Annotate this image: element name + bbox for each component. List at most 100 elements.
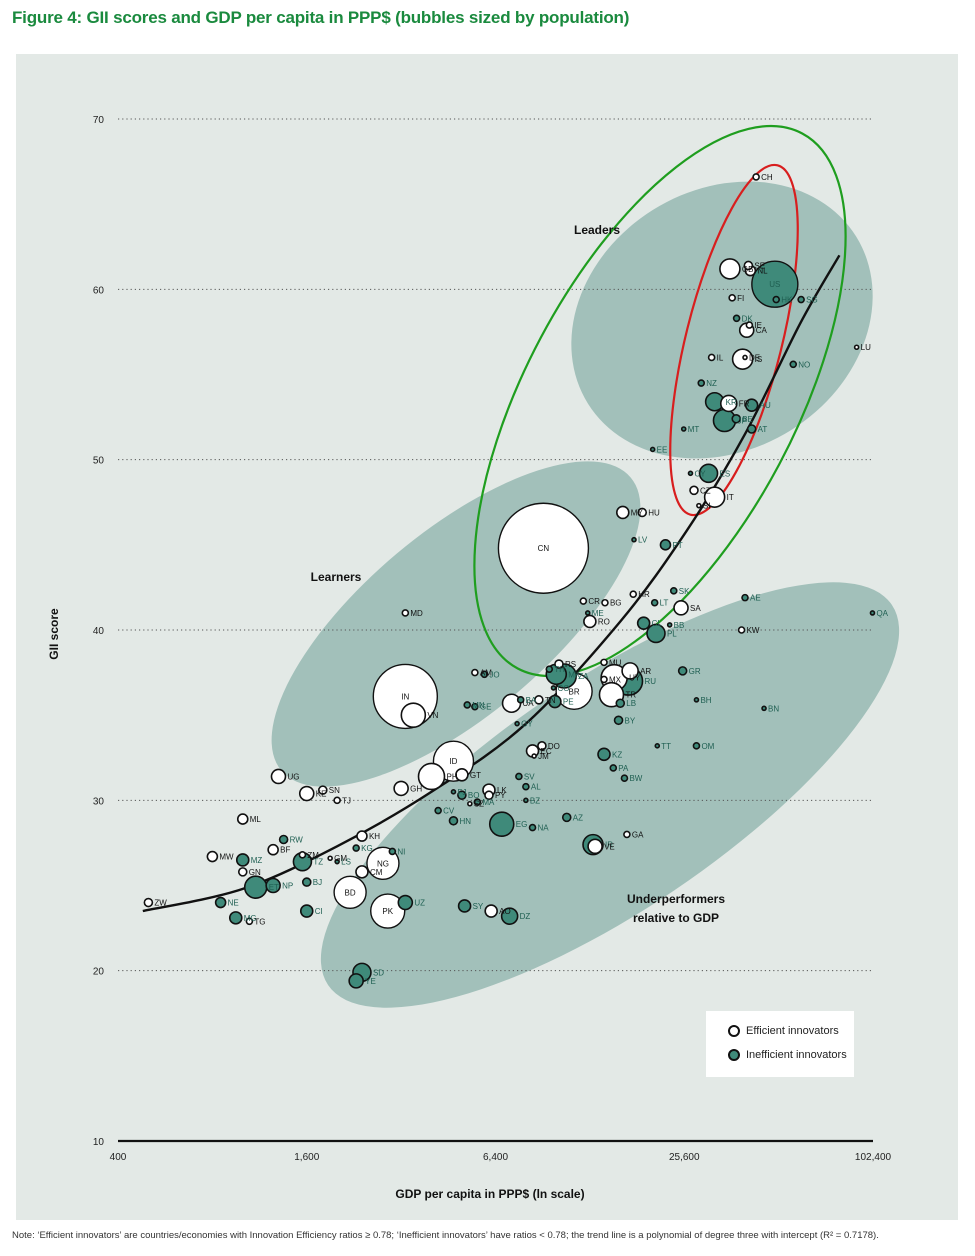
point-ma: [473, 798, 482, 806]
point-th: [545, 665, 554, 673]
point-label-at: AT: [758, 425, 768, 434]
x-axis: 400 1,600 6,400 25,600 102,400: [110, 1139, 892, 1163]
point-eg: [488, 811, 515, 837]
point-label-zw: ZW: [154, 899, 167, 908]
point-np: [265, 877, 281, 894]
point-kz: [597, 747, 611, 762]
point-sk: [669, 587, 678, 595]
point-label-gh: GH: [410, 784, 422, 793]
red-ellipse: [669, 163, 799, 517]
point-label-ls: LS: [341, 858, 351, 867]
legend-inefficient-marker: [728, 1049, 740, 1062]
point-label-hk: HK: [781, 296, 793, 305]
point-label-cz: CZ: [700, 486, 711, 495]
point-tt: [654, 743, 661, 749]
point-is: [731, 348, 754, 370]
point-label-fj: FJ: [457, 788, 466, 797]
point-label-qa: QA: [876, 609, 888, 618]
point-label-ph: PH: [447, 772, 458, 781]
point-lb: [615, 698, 626, 709]
point-label-ug: UG: [287, 772, 299, 781]
point-lu: [853, 344, 860, 351]
highlight-ellipses: [473, 124, 847, 678]
point-jm: [531, 753, 537, 759]
point-label-sg: SG: [806, 296, 818, 305]
point-label-ae: AE: [750, 594, 761, 603]
point-pl: [646, 623, 666, 644]
point-label-il: IL: [717, 353, 724, 362]
cluster-label-group: Leaders Learners Underperformers relative…: [311, 223, 726, 925]
point-label-kz: KZ: [612, 750, 622, 759]
cluster-label-leaders: Leaders: [574, 223, 620, 237]
point-bw: [620, 774, 629, 782]
point-label-al: AL: [531, 783, 541, 792]
point-do: [537, 741, 547, 751]
point-gm: [327, 855, 333, 862]
point-ga: [623, 830, 631, 839]
point-label-ga: GA: [632, 830, 644, 839]
point-bh: [693, 697, 700, 703]
point-label-th: TH: [554, 665, 565, 674]
point-label-mu: MU: [609, 658, 622, 667]
cluster-label-underperformers: Underperformers relative to GDP: [627, 892, 725, 925]
point-label-rw: RW: [290, 836, 304, 845]
point-us: [751, 260, 799, 308]
point-gr: [677, 666, 688, 676]
point-ke: [298, 785, 315, 802]
point-label-lk: LK: [497, 786, 507, 795]
point-label-ec: EC: [541, 747, 552, 756]
point-me: [584, 610, 591, 616]
point-label-bg: BG: [610, 599, 622, 608]
cluster-label-underperformers-line-2: relative to GDP: [633, 911, 719, 925]
point-label-hn: HN: [459, 817, 471, 826]
legend-efficient-label: Efficient innovators: [746, 1025, 839, 1037]
point-kg: [352, 844, 360, 852]
point-cv: [434, 806, 442, 815]
point-label-si: SI: [703, 502, 711, 511]
point-pt: [659, 539, 672, 551]
point-label-jo: JO: [489, 670, 499, 679]
y-axis-label: GII score: [47, 608, 61, 660]
point-label-ve: VE: [604, 842, 615, 851]
point-label-sv: SV: [524, 772, 535, 781]
point-dk: [732, 314, 741, 323]
point-ee: [649, 446, 656, 453]
point-label-gy: GY: [521, 720, 533, 729]
legend-item-inefficient: Inefficient innovators: [728, 1049, 847, 1062]
point-label-pt: PT: [672, 541, 682, 550]
point-sa: [673, 600, 689, 616]
point-tj: [333, 796, 341, 805]
point-label-mx: MX: [609, 675, 622, 684]
point-ua: [501, 693, 522, 714]
x-tick-label-6400: 6,400: [483, 1152, 508, 1163]
y-tick-label-40: 40: [93, 626, 105, 637]
point-label-ru: RU: [645, 677, 657, 686]
point-mn: [463, 701, 472, 709]
point-ao: [484, 904, 498, 918]
point-label-gt: GT: [470, 771, 481, 780]
point-bz: [523, 797, 529, 804]
point-label-bw: BW: [629, 774, 642, 783]
point-label-jp: JP: [737, 416, 746, 425]
point-label-pk: PK: [382, 907, 393, 916]
point-label-za: ZA: [578, 672, 589, 681]
point-ve: [587, 838, 603, 855]
point-label-sa: SA: [690, 604, 701, 613]
point-ae: [741, 593, 749, 602]
point-ls: [334, 858, 340, 865]
point-pa: [609, 764, 618, 772]
green-ellipse: [473, 124, 847, 678]
point-label-ci: CI: [315, 907, 323, 916]
point-ro: [583, 614, 597, 629]
point-fj: [450, 789, 457, 795]
point-label-in: IN: [401, 692, 409, 701]
point-cz: [689, 485, 699, 496]
y-tick-label-10: 10: [93, 1137, 105, 1148]
point-cm: [355, 865, 369, 879]
point-label-py: PY: [495, 791, 506, 800]
x-tick-label-1600: 1,600: [294, 1152, 319, 1163]
point-label-ao: AO: [499, 907, 511, 916]
point-label-am: AM: [480, 669, 492, 678]
point-se: [743, 260, 754, 271]
